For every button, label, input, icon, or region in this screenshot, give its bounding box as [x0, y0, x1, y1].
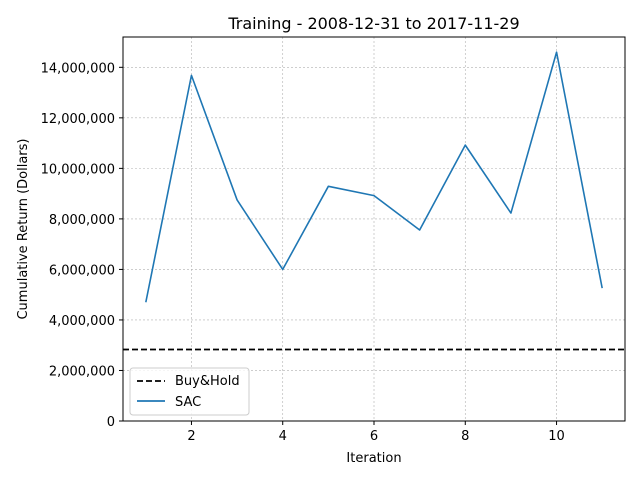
x-axis: 2 4 6 8 10 — [187, 421, 565, 444]
y-axis: 0 2,000,000 4,000,000 6,000,000 8,000,000 10,… — [41, 61, 123, 430]
grid — [123, 37, 625, 422]
y-tick-label: 14,000,000 — [41, 61, 115, 76]
legend-label-sac: SAC — [175, 395, 201, 410]
chart-title: Training - 2008-12-31 to 2017-11-29 — [227, 14, 519, 33]
x-tick-label: 6 — [370, 429, 378, 444]
x-tick-label: 2 — [187, 429, 195, 444]
y-tick-label: 10,000,000 — [41, 162, 115, 177]
y-tick-label: 6,000,000 — [49, 263, 115, 278]
y-axis-title: Cumulative Return (Dollars) — [16, 138, 31, 319]
x-tick-label: 8 — [461, 429, 469, 444]
series-layer — [123, 51, 625, 351]
legend-box — [129, 367, 250, 416]
x-tick-label: 10 — [548, 429, 565, 444]
x-axis-title: Iteration — [346, 451, 401, 466]
y-tick-label: 2,000,000 — [49, 364, 115, 379]
legend-label-buy-hold: Buy&Hold — [175, 374, 240, 389]
legend: Buy&Hold SAC — [129, 367, 250, 416]
y-tick-label: 12,000,000 — [41, 112, 115, 127]
series-line-sac — [145, 51, 603, 303]
y-tick-label: 4,000,000 — [49, 314, 115, 329]
y-tick-label: 8,000,000 — [49, 213, 115, 228]
y-tick-label: 0 — [107, 415, 115, 430]
x-tick-label: 4 — [279, 429, 287, 444]
